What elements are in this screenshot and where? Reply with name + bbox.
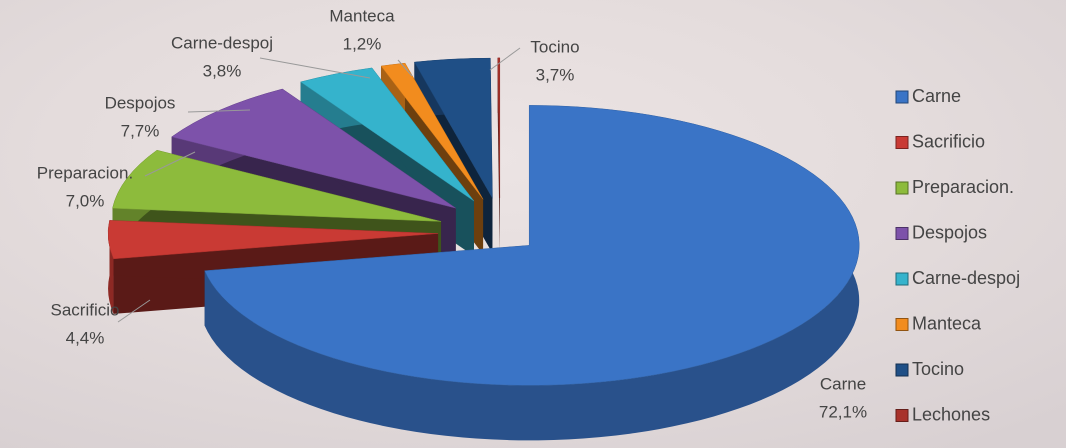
data-label: 3,7%	[536, 65, 575, 84]
legend-label: Sacrificio	[912, 131, 985, 151]
legend-label: Despojos	[912, 222, 987, 242]
slice	[380, 62, 484, 200]
legend-swatch	[895, 136, 909, 149]
slice	[300, 67, 475, 202]
legend-swatch	[895, 318, 909, 331]
legend-label: Preparacion.	[912, 177, 1014, 197]
legend-label: Carne-despoj	[912, 268, 1020, 288]
slice	[497, 57, 501, 198]
data-label: 7,7%	[121, 121, 160, 140]
data-label-name: Despojos	[105, 93, 176, 112]
legend: Carne Sacrificio Preparacion. Despojos Carne…	[895, 86, 1020, 424]
slice	[171, 88, 456, 209]
legend-label: Manteca	[912, 313, 982, 333]
slice	[204, 105, 860, 386]
data-label: 72,1%	[819, 402, 867, 421]
data-label: 4,4%	[66, 328, 105, 347]
legend-swatch	[895, 409, 909, 422]
labels: Carne 72,1% Sacrificio 4,4% Preparacion. 7,0%…	[37, 6, 867, 421]
data-label: 7,0%	[66, 191, 105, 210]
slice	[413, 57, 493, 200]
legend-swatch	[895, 227, 909, 240]
legend-swatch	[895, 90, 909, 104]
data-label-name: Tocino	[530, 37, 579, 56]
legend-label: Lechones	[912, 404, 990, 424]
data-label-name: Manteca	[329, 6, 395, 25]
leader-line	[489, 47, 521, 71]
leader-line	[259, 57, 371, 79]
legend-swatch	[895, 181, 909, 195]
leader-line	[144, 151, 196, 177]
data-label-name: Carne-despoj	[171, 33, 273, 52]
data-label: 3,8%	[203, 61, 242, 80]
leader-line	[117, 299, 151, 323]
pie	[107, 57, 860, 441]
data-label-name: Preparacion.	[37, 163, 133, 182]
legend-label: Tocino	[912, 359, 964, 379]
leader-line	[397, 59, 413, 77]
legend-swatch	[895, 363, 909, 377]
data-label-name: Carne	[820, 374, 866, 393]
data-label-name: Sacrificio	[51, 300, 120, 319]
legend-label: Carne	[912, 86, 961, 106]
legend-swatch	[895, 272, 909, 286]
data-label: 1,2%	[343, 34, 382, 53]
slice	[107, 220, 439, 260]
leader-line	[187, 109, 251, 113]
slice	[112, 149, 442, 222]
